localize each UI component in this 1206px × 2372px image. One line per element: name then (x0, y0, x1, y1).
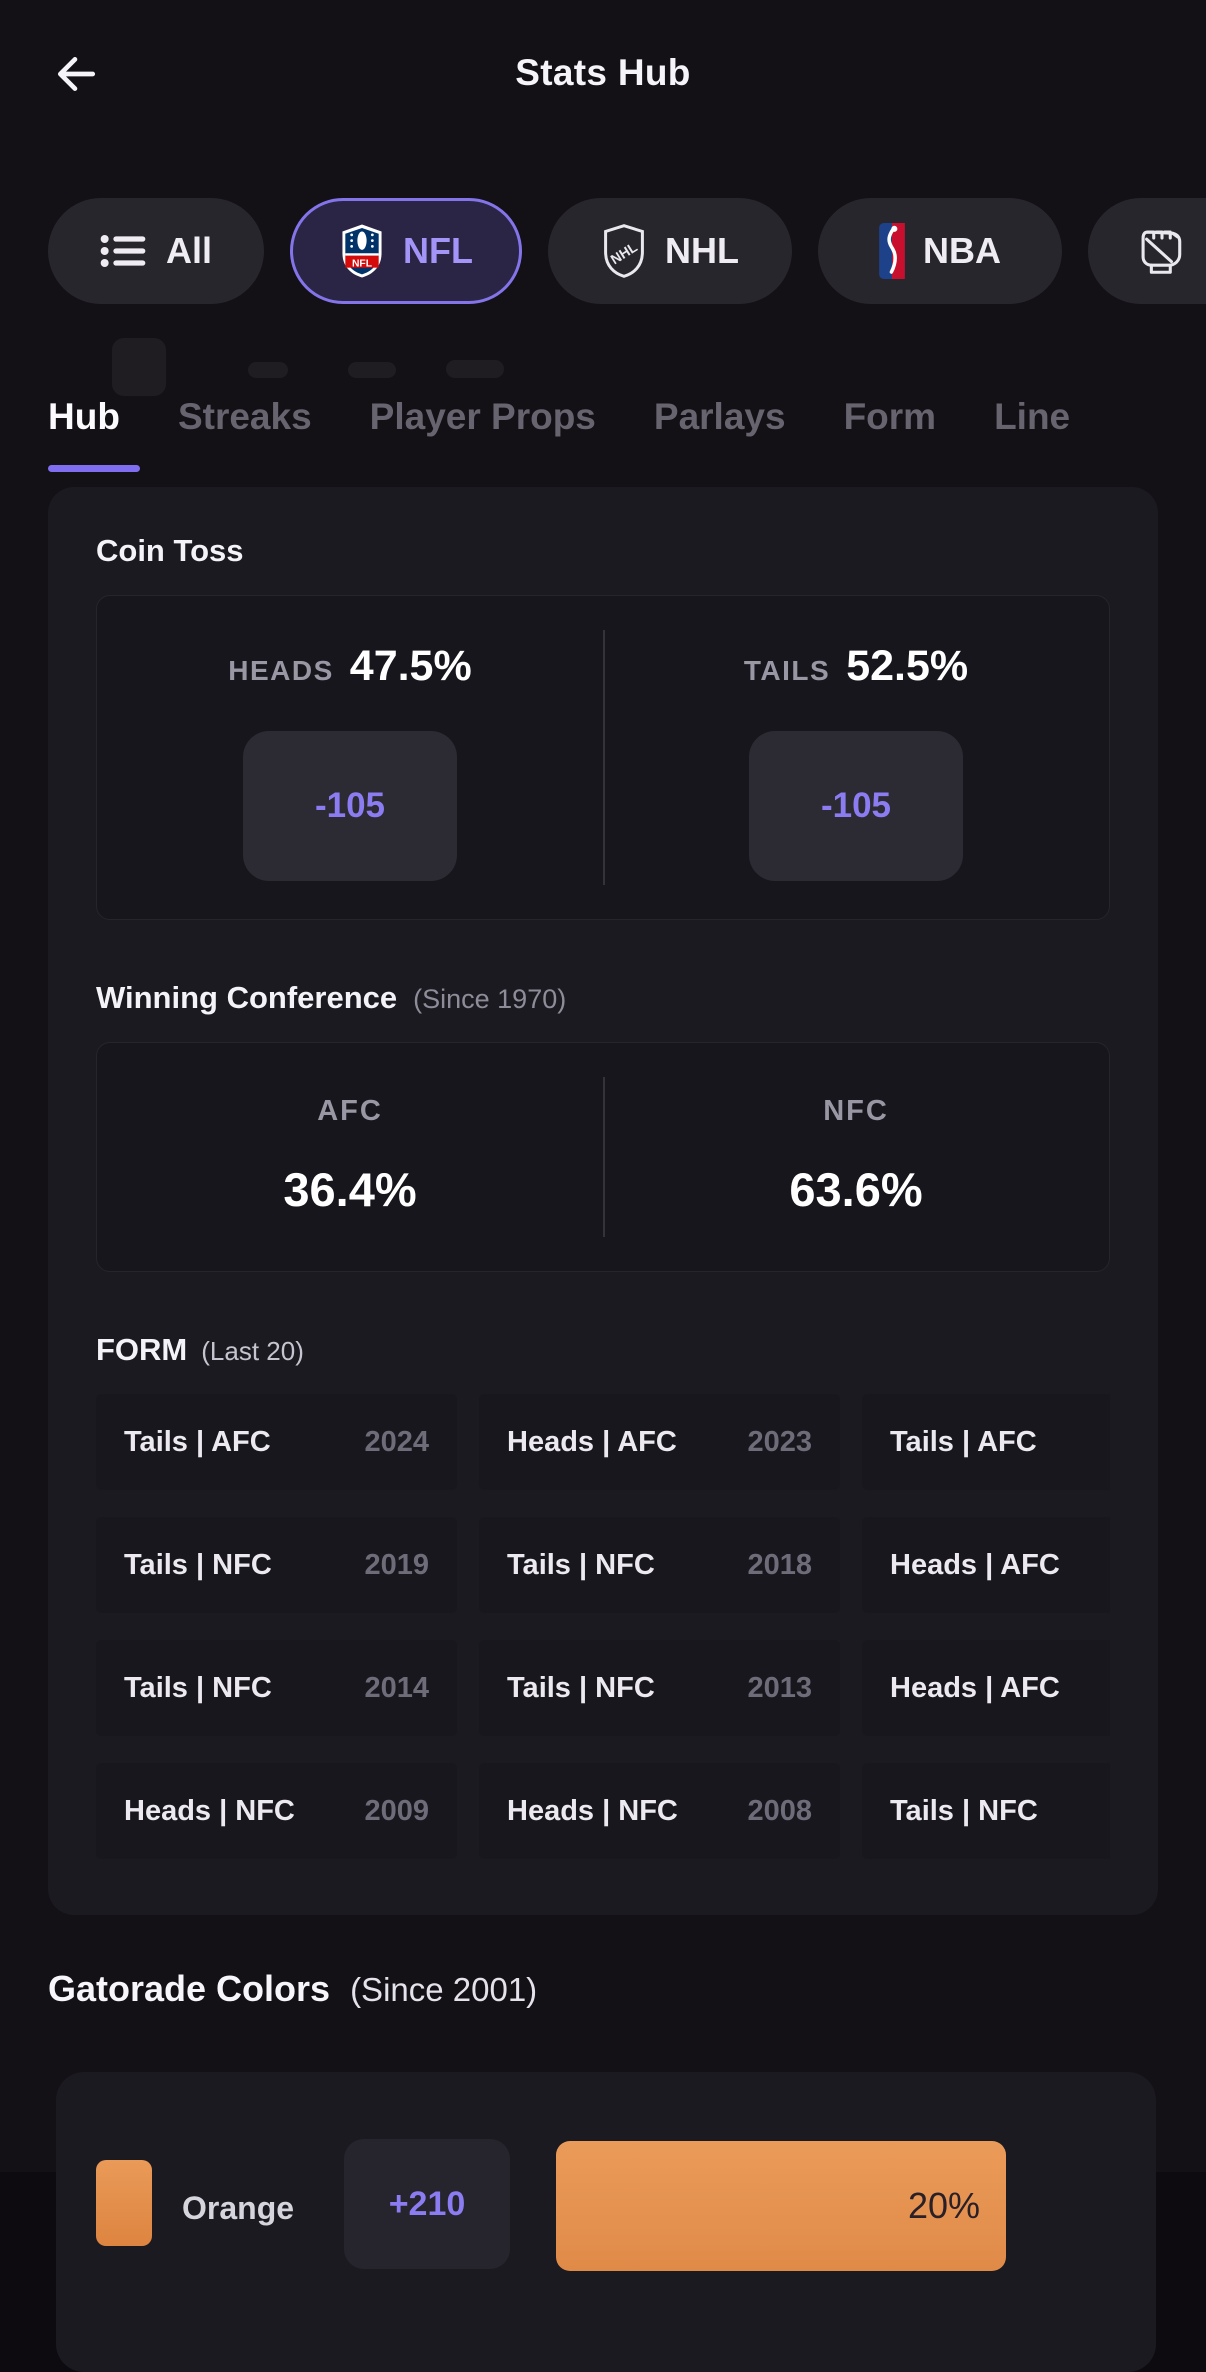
form-tile: Heads | AFC (862, 1640, 1110, 1736)
league-pill-all[interactable]: All (48, 198, 264, 304)
nfc-stat: NFC 63.6% (603, 1095, 1109, 1217)
form-tile: Tails | NFC 2018 (479, 1517, 840, 1613)
league-pill-label: NFL (403, 230, 473, 272)
gatorade-percent-bar: 20% (556, 2141, 1006, 2271)
afc-stat: AFC 36.4% (97, 1095, 603, 1217)
league-pill-label: NBA (923, 230, 1001, 272)
form-tile-year: 2013 (747, 1672, 812, 1705)
skeleton-ghost (446, 360, 504, 378)
form-tile-year: 2019 (364, 1549, 429, 1582)
skeleton-ghost (248, 362, 288, 378)
orange-color-swatch (96, 2160, 152, 2246)
league-pill-nba[interactable]: NBA (818, 198, 1062, 304)
stats-hub-screen: { "header": { "title": "Stats Hub" }, "l… (0, 0, 1206, 2172)
tab-parlays[interactable]: Parlays (654, 396, 786, 472)
svg-text:NFL: NFL (352, 259, 372, 270)
mma-glove-icon (1136, 225, 1188, 277)
gatorade-title: Gatorade Colors (48, 1968, 330, 2010)
hub-panel: Coin Toss HEADS 47.5% -105 TAILS 52.5% -… (48, 487, 1158, 1915)
gatorade-card: Orange +210 20% (56, 2072, 1156, 2372)
vertical-divider (603, 630, 605, 885)
form-tile-year: 2024 (364, 1426, 429, 1459)
form-tile-label: Heads | NFC (124, 1795, 295, 1828)
nba-logo-icon (879, 223, 905, 279)
form-tile: Tails | NFC (862, 1763, 1110, 1859)
form-tile-year: 2008 (747, 1795, 812, 1828)
form-tile: Heads | NFC 2009 (96, 1763, 457, 1859)
tails-label: TAILS (744, 655, 830, 687)
gatorade-subtitle: (Since 2001) (350, 1971, 537, 2009)
skeleton-ghost (348, 362, 396, 378)
form-tile-label: Tails | AFC (890, 1426, 1037, 1459)
gatorade-row-orange: Orange +210 20% (96, 2122, 1116, 2242)
form-tile: Heads | NFC 2008 (479, 1763, 840, 1859)
vertical-divider (603, 1077, 605, 1237)
league-filter-bar: All NFL NFL NHL NHL (48, 198, 1206, 304)
gatorade-odds-button[interactable]: +210 (344, 2139, 510, 2269)
form-tile-year: 2014 (364, 1672, 429, 1705)
stats-tab-bar: Hub Streaks Player Props Parlays Form Li… (48, 396, 1206, 472)
league-pill-label: NHL (665, 230, 739, 272)
form-title: FORM (96, 1332, 187, 1368)
heads-label: HEADS (228, 655, 334, 687)
form-tile: Heads | AFC (862, 1517, 1110, 1613)
nfc-label: NFC (823, 1095, 889, 1128)
form-tile: Tails | NFC 2014 (96, 1640, 457, 1736)
coin-toss-heads: HEADS 47.5% -105 (97, 642, 603, 881)
form-tile: Tails | NFC 2019 (96, 1517, 457, 1613)
winning-conference-subtitle: (Since 1970) (413, 984, 566, 1015)
nfl-shield-icon: NFL (339, 223, 385, 279)
coin-toss-tails: TAILS 52.5% -105 (603, 642, 1109, 881)
form-tile-label: Tails | NFC (507, 1549, 655, 1582)
tab-hub[interactable]: Hub (48, 396, 120, 472)
heads-value: 47.5% (350, 642, 472, 691)
coin-toss-title: Coin Toss (96, 533, 244, 569)
tab-streaks[interactable]: Streaks (178, 396, 312, 472)
skeleton-ghost (112, 338, 166, 396)
page-title: Stats Hub (0, 52, 1206, 94)
form-tile: Tails | AFC (862, 1394, 1110, 1490)
coin-toss-card: HEADS 47.5% -105 TAILS 52.5% -105 (96, 595, 1110, 920)
form-tile-label: Heads | AFC (890, 1672, 1060, 1705)
winning-conference-card: AFC 36.4% NFC 63.6% (96, 1042, 1110, 1272)
afc-value: 36.4% (283, 1162, 416, 1217)
form-tile-label: Heads | AFC (507, 1426, 677, 1459)
tab-player-props[interactable]: Player Props (370, 396, 596, 472)
form-tile-label: Tails | NFC (124, 1672, 272, 1705)
form-grid: Tails | AFC 2024 Heads | AFC 2023 Tails … (96, 1394, 1110, 1859)
league-pill-nfl[interactable]: NFL NFL (290, 198, 522, 304)
form-subtitle: (Last 20) (201, 1336, 304, 1367)
form-tile-label: Heads | AFC (890, 1549, 1060, 1582)
league-pill-nhl[interactable]: NHL NHL (548, 198, 792, 304)
form-tile-label: Tails | AFC (124, 1426, 271, 1459)
tab-form[interactable]: Form (844, 396, 937, 472)
gatorade-color-name: Orange (182, 2190, 332, 2227)
form-tile: Tails | NFC 2013 (479, 1640, 840, 1736)
nhl-shield-icon: NHL (601, 223, 647, 279)
form-tile-label: Tails | NFC (124, 1549, 272, 1582)
tab-line[interactable]: Line (994, 396, 1070, 472)
form-tile-year: 2023 (747, 1426, 812, 1459)
form-tile-label: Tails | NFC (890, 1795, 1038, 1828)
list-icon (100, 231, 148, 271)
league-pill-ufc[interactable]: UFC (1088, 198, 1206, 304)
winning-conference-title: Winning Conference (96, 980, 397, 1016)
form-tile-year: 2018 (747, 1549, 812, 1582)
form-tile: Tails | AFC 2024 (96, 1394, 457, 1490)
form-tile-label: Tails | NFC (507, 1672, 655, 1705)
form-tile-label: Heads | NFC (507, 1795, 678, 1828)
league-pill-label: All (166, 230, 212, 272)
gatorade-percent-value: 20% (908, 2185, 980, 2227)
tails-value: 52.5% (846, 642, 968, 691)
form-tile: Heads | AFC 2023 (479, 1394, 840, 1490)
form-tile-year: 2009 (364, 1795, 429, 1828)
afc-label: AFC (317, 1095, 383, 1128)
svg-text:NHL: NHL (608, 240, 640, 268)
heads-odds-button[interactable]: -105 (243, 731, 457, 881)
nfc-value: 63.6% (789, 1162, 922, 1217)
tails-odds-button[interactable]: -105 (749, 731, 963, 881)
